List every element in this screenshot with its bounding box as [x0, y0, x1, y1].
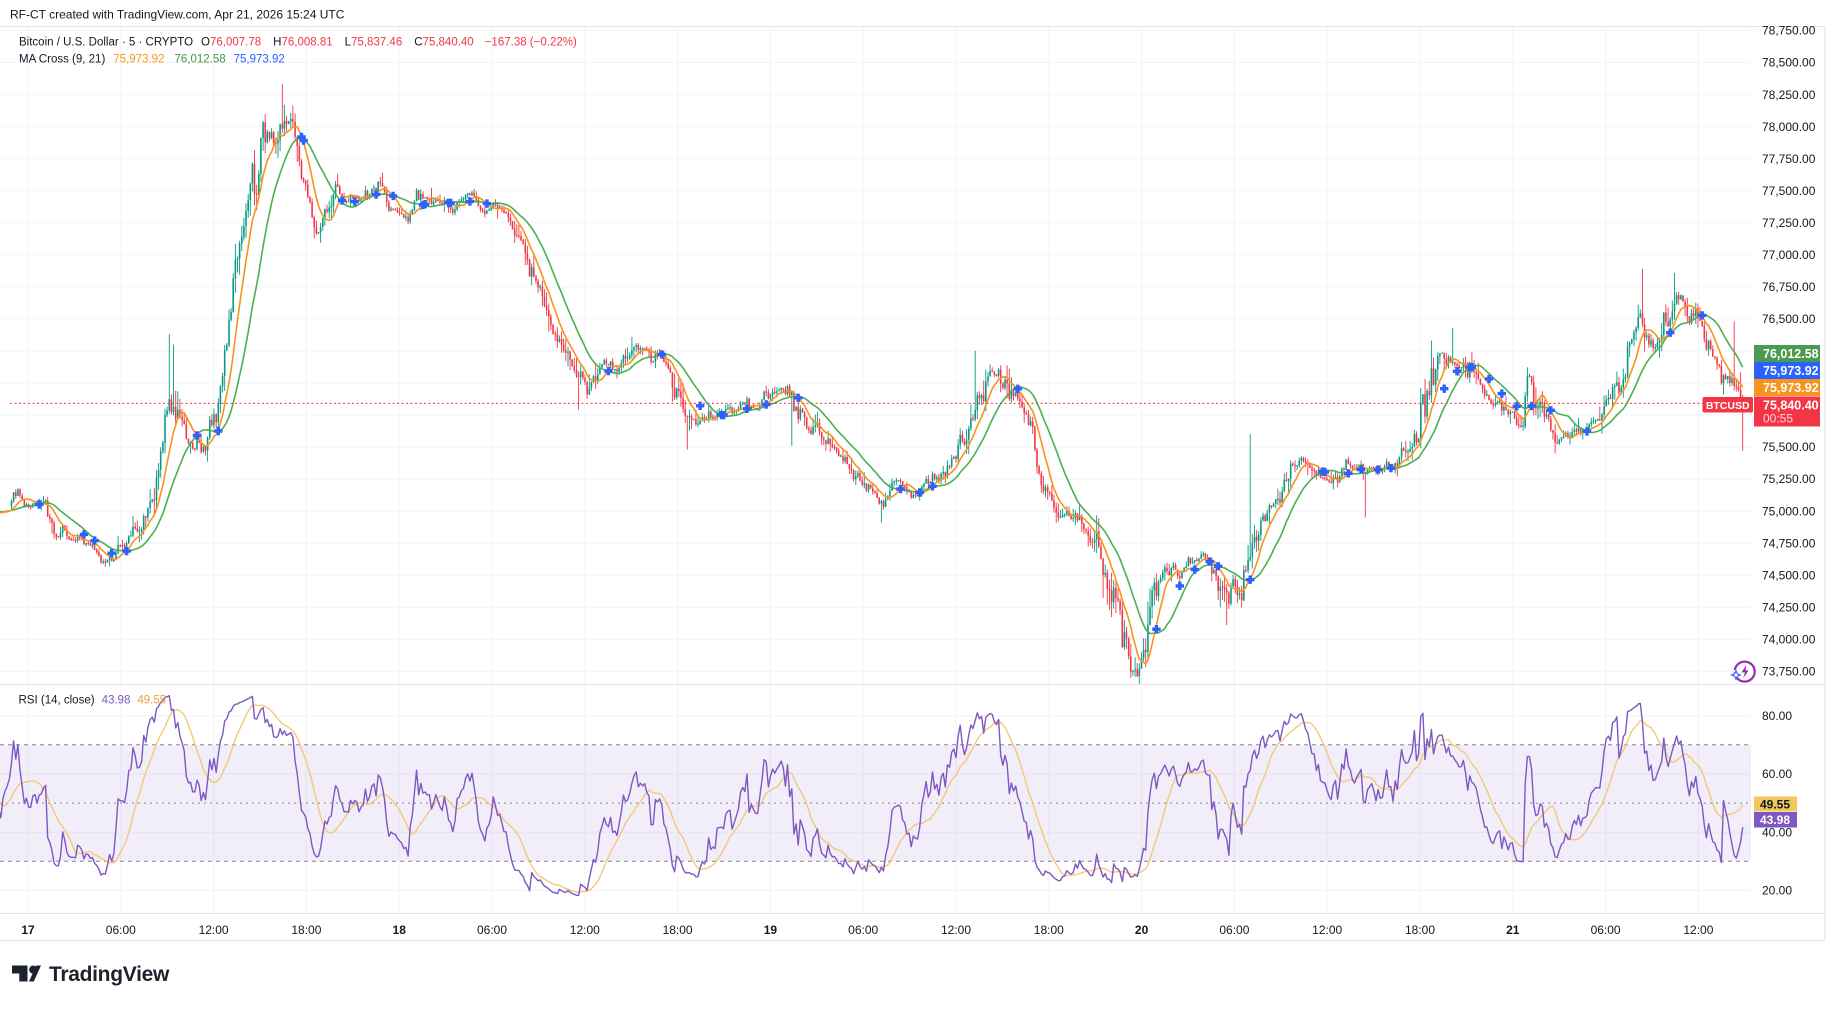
svg-text:RF-CT created with TradingView: RF-CT created with TradingView.com, Apr … [10, 8, 345, 22]
svg-text:06:00: 06:00 [106, 923, 136, 937]
svg-text:75,840.40: 75,840.40 [1763, 399, 1819, 413]
svg-text:TradingView: TradingView [49, 963, 170, 986]
svg-text:77,000.00: 77,000.00 [1762, 248, 1816, 262]
svg-text:75,500.00: 75,500.00 [1762, 440, 1816, 454]
svg-text:12:00: 12:00 [941, 923, 971, 937]
svg-text:76,012.58: 76,012.58 [1763, 347, 1819, 361]
svg-text:80.00: 80.00 [1762, 709, 1792, 723]
svg-text:40.00: 40.00 [1762, 825, 1792, 839]
svg-text:49.55: 49.55 [1760, 797, 1790, 811]
svg-text:12:00: 12:00 [199, 923, 229, 937]
svg-text:74,500.00: 74,500.00 [1762, 568, 1816, 582]
svg-text:18:00: 18:00 [291, 923, 321, 937]
svg-text:76,500.00: 76,500.00 [1762, 312, 1816, 326]
svg-text:77,250.00: 77,250.00 [1762, 216, 1816, 230]
svg-text:78,000.00: 78,000.00 [1762, 120, 1816, 134]
svg-text:06:00: 06:00 [848, 923, 878, 937]
svg-text:73,750.00: 73,750.00 [1762, 664, 1816, 678]
svg-text:77,500.00: 77,500.00 [1762, 184, 1816, 198]
svg-text:75,000.00: 75,000.00 [1762, 504, 1816, 518]
svg-text:77,750.00: 77,750.00 [1762, 152, 1816, 166]
svg-text:06:00: 06:00 [1591, 923, 1621, 937]
svg-text:12:00: 12:00 [570, 923, 600, 937]
svg-text:12:00: 12:00 [1683, 923, 1713, 937]
svg-text:18: 18 [393, 923, 407, 937]
svg-text:20.00: 20.00 [1762, 884, 1792, 898]
svg-text:74,750.00: 74,750.00 [1762, 536, 1816, 550]
svg-text:18:00: 18:00 [663, 923, 693, 937]
svg-text:74,000.00: 74,000.00 [1762, 632, 1816, 646]
svg-text:18:00: 18:00 [1405, 923, 1435, 937]
svg-text:06:00: 06:00 [477, 923, 507, 937]
svg-text:Bitcoin / U.S. Dollar · 5 · CR: Bitcoin / U.S. Dollar · 5 · CRYPTO O76,00… [19, 37, 577, 49]
svg-text:78,500.00: 78,500.00 [1762, 56, 1816, 70]
svg-text:21: 21 [1506, 923, 1520, 937]
svg-text:12:00: 12:00 [1312, 923, 1342, 937]
svg-text:43.98: 43.98 [1760, 813, 1790, 827]
svg-text:17: 17 [21, 923, 35, 937]
svg-text:20: 20 [1135, 923, 1149, 937]
svg-text:75,973.92: 75,973.92 [1763, 381, 1819, 395]
svg-text:60.00: 60.00 [1762, 767, 1792, 781]
svg-text:06:00: 06:00 [1219, 923, 1249, 937]
svg-text:75,250.00: 75,250.00 [1762, 472, 1816, 486]
svg-text:18:00: 18:00 [1034, 923, 1064, 937]
svg-text:78,250.00: 78,250.00 [1762, 88, 1816, 102]
svg-text:75,973.92: 75,973.92 [1763, 364, 1819, 378]
svg-text:BTCUSD: BTCUSD [1706, 400, 1750, 412]
svg-text:78,750.00: 78,750.00 [1762, 24, 1816, 38]
svg-text:74,250.00: 74,250.00 [1762, 600, 1816, 614]
svg-text:00:55: 00:55 [1763, 412, 1793, 426]
svg-text:76,750.00: 76,750.00 [1762, 280, 1816, 294]
svg-text:19: 19 [764, 923, 778, 937]
